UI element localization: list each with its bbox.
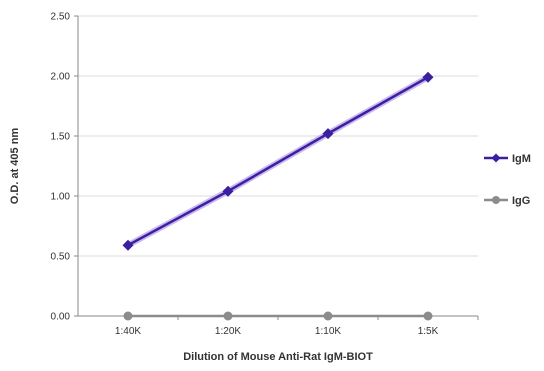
y-tick-label: 2.50 [51, 12, 71, 23]
data-point [422, 71, 434, 83]
y-tick-labels: 0.00 0.50 1.00 1.50 2.00 2.50 [51, 12, 78, 323]
data-point [222, 185, 234, 197]
data-point [323, 311, 333, 321]
x-tick-label: 1:20K [215, 326, 241, 337]
data-point [123, 311, 133, 321]
data-point [423, 311, 433, 321]
y-tick-label: 0.50 [51, 252, 71, 263]
legend: IgM IgG [484, 153, 531, 207]
x-tick-labels: 1:40K 1:20K 1:10K 1:5K [115, 316, 479, 337]
y-tick-label: 2.00 [51, 72, 71, 83]
data-point [322, 128, 334, 140]
series-igm-line [127, 76, 429, 247]
series [122, 71, 434, 321]
axes [77, 16, 478, 317]
legend-label-igg: IgG [512, 195, 530, 207]
x-axis-title: Dilution of Mouse Anti-Rat IgM-BIOT [183, 351, 373, 363]
y-tick-label: 1.50 [51, 132, 71, 143]
x-tick-label: 1:10K [315, 326, 341, 337]
y-axis-title: O.D. at 405 nm [9, 128, 21, 205]
y-tick-label: 1.00 [51, 192, 71, 203]
data-point [122, 239, 134, 251]
legend-marker-igm [491, 153, 501, 163]
legend-label-igm: IgM [512, 153, 531, 165]
data-point [223, 311, 233, 321]
y-tick-label: 0.00 [51, 312, 71, 323]
x-tick-label: 1:5K [418, 326, 439, 337]
legend-marker-igg [492, 196, 500, 204]
gridlines [78, 15, 478, 257]
x-tick-label: 1:40K [115, 326, 141, 337]
